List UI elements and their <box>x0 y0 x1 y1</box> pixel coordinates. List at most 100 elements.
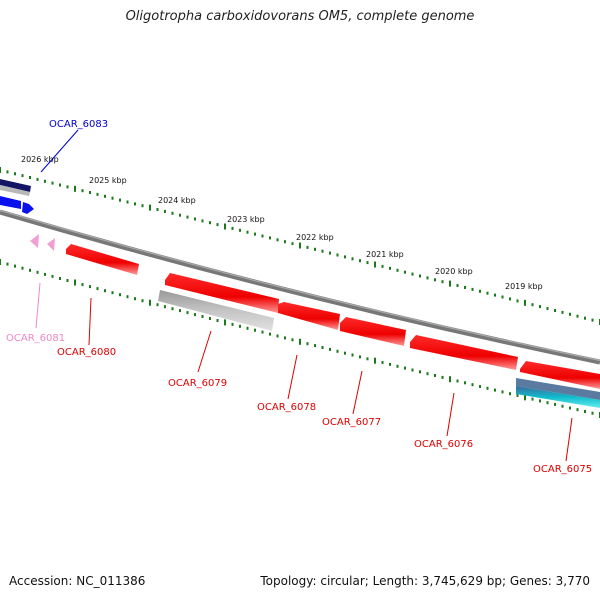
minor-tick <box>389 362 391 366</box>
gene-feature-ocar-6075[interactable] <box>520 361 600 389</box>
minor-tick <box>314 247 316 251</box>
minor-tick <box>584 410 586 413</box>
minor-tick <box>261 330 264 334</box>
minor-tick <box>306 342 309 346</box>
minor-tick <box>434 374 436 377</box>
label-leader-lines <box>35 129 573 462</box>
minor-tick <box>321 346 324 349</box>
gene-feature-ocar-6083[interactable] <box>0 196 34 214</box>
minor-tick <box>366 357 369 361</box>
minor-tick <box>479 289 481 293</box>
minor-tick <box>336 253 339 257</box>
minor-tick <box>96 287 99 291</box>
minor-tick <box>216 223 219 227</box>
minor-tick <box>381 264 384 268</box>
gene-label-ocar-6077[interactable]: OCAR_6077 <box>322 417 381 428</box>
minor-tick <box>239 228 241 232</box>
major-tick <box>149 299 151 306</box>
minor-tick <box>119 293 121 297</box>
minor-tick <box>111 291 114 295</box>
minor-tick <box>201 219 204 223</box>
minor-tick <box>344 255 346 259</box>
gene-feature-ocar-6079b[interactable] <box>165 273 279 313</box>
gene-feature-ocar-6079[interactable] <box>158 290 274 331</box>
minor-tick <box>21 174 24 178</box>
kbp-labels: 2026 kbp 2025 kbp 2024 kbp 2023 kbp 2022… <box>21 155 543 291</box>
minor-tick <box>569 406 571 410</box>
gene-labels: OCAR_6083 OCAR_6081 OCAR_6080 OCAR_6079 … <box>6 119 592 475</box>
kbp-label: 2026 kbp <box>21 155 59 164</box>
gene-label-ocar-6080[interactable]: OCAR_6080 <box>57 347 116 358</box>
gene-feature-ocar-6081[interactable] <box>30 234 55 251</box>
minor-tick <box>14 264 16 268</box>
minor-tick <box>21 266 24 270</box>
minor-tick <box>381 361 384 364</box>
minor-tick <box>104 289 106 293</box>
minor-tick <box>471 287 474 291</box>
gene-label-ocar-6081[interactable]: OCAR_6081 <box>6 333 65 344</box>
minor-tick <box>276 238 279 242</box>
gene-label-ocar-6083[interactable]: OCAR_6083 <box>49 119 108 130</box>
minor-tick <box>464 286 466 289</box>
minor-tick <box>44 179 46 183</box>
gene-feature-ocar-6077[interactable] <box>340 317 406 346</box>
gene-label-ocar-6078[interactable]: OCAR_6078 <box>257 402 316 413</box>
major-tick <box>149 204 151 211</box>
genome-backbone <box>0 209 600 365</box>
major-tick <box>374 357 376 364</box>
minor-tick <box>584 316 586 320</box>
major-tick <box>374 261 376 268</box>
major-tick <box>524 394 526 401</box>
minor-tick <box>216 319 219 322</box>
minor-tick <box>494 388 496 392</box>
scale-ring-outer <box>0 167 600 325</box>
minor-tick <box>336 349 339 353</box>
gene-feature-ocar-6078[interactable] <box>278 302 340 330</box>
gene-label-ocar-6076[interactable]: OCAR_6076 <box>414 439 473 450</box>
minor-tick <box>411 272 414 276</box>
minor-tick <box>194 217 196 221</box>
minor-tick <box>531 397 534 401</box>
minor-tick <box>494 293 496 297</box>
gene-feature-ocar-6084[interactable] <box>0 179 31 196</box>
gene-label-ocar-6075[interactable]: OCAR_6075 <box>533 464 592 475</box>
minor-tick <box>546 401 549 405</box>
minor-tick <box>269 332 271 336</box>
minor-tick <box>351 353 354 357</box>
gene-feature-ocar-6080[interactable] <box>66 244 139 275</box>
minor-tick <box>14 172 16 176</box>
gene-feature-ocar-6074[interactable] <box>516 378 600 408</box>
minor-tick <box>179 213 181 217</box>
minor-tick <box>306 245 309 249</box>
minor-tick <box>179 309 181 313</box>
minor-tick <box>284 240 286 244</box>
minor-tick <box>404 270 406 274</box>
minor-tick <box>171 307 174 311</box>
minor-tick <box>404 366 406 370</box>
minor-tick <box>456 284 459 287</box>
major-tick <box>449 280 451 287</box>
major-tick <box>299 338 301 345</box>
minor-tick <box>516 394 519 397</box>
minor-tick <box>546 307 549 310</box>
minor-tick <box>246 230 249 234</box>
minor-tick <box>6 262 9 266</box>
minor-tick <box>486 386 489 390</box>
minor-tick <box>396 364 399 368</box>
minor-tick <box>36 177 39 181</box>
minor-tick <box>531 303 534 307</box>
minor-tick <box>576 408 579 412</box>
minor-tick <box>89 285 91 289</box>
minor-tick <box>539 399 541 403</box>
minor-tick <box>426 276 429 280</box>
minor-tick <box>464 381 466 385</box>
minor-tick <box>29 268 31 272</box>
minor-tick <box>509 392 511 396</box>
gene-feature-ocar-6076[interactable] <box>410 335 518 370</box>
minor-tick <box>419 274 421 278</box>
gene-label-ocar-6079[interactable]: OCAR_6079 <box>168 378 227 389</box>
minor-tick <box>591 411 594 415</box>
minor-tick <box>261 234 264 238</box>
